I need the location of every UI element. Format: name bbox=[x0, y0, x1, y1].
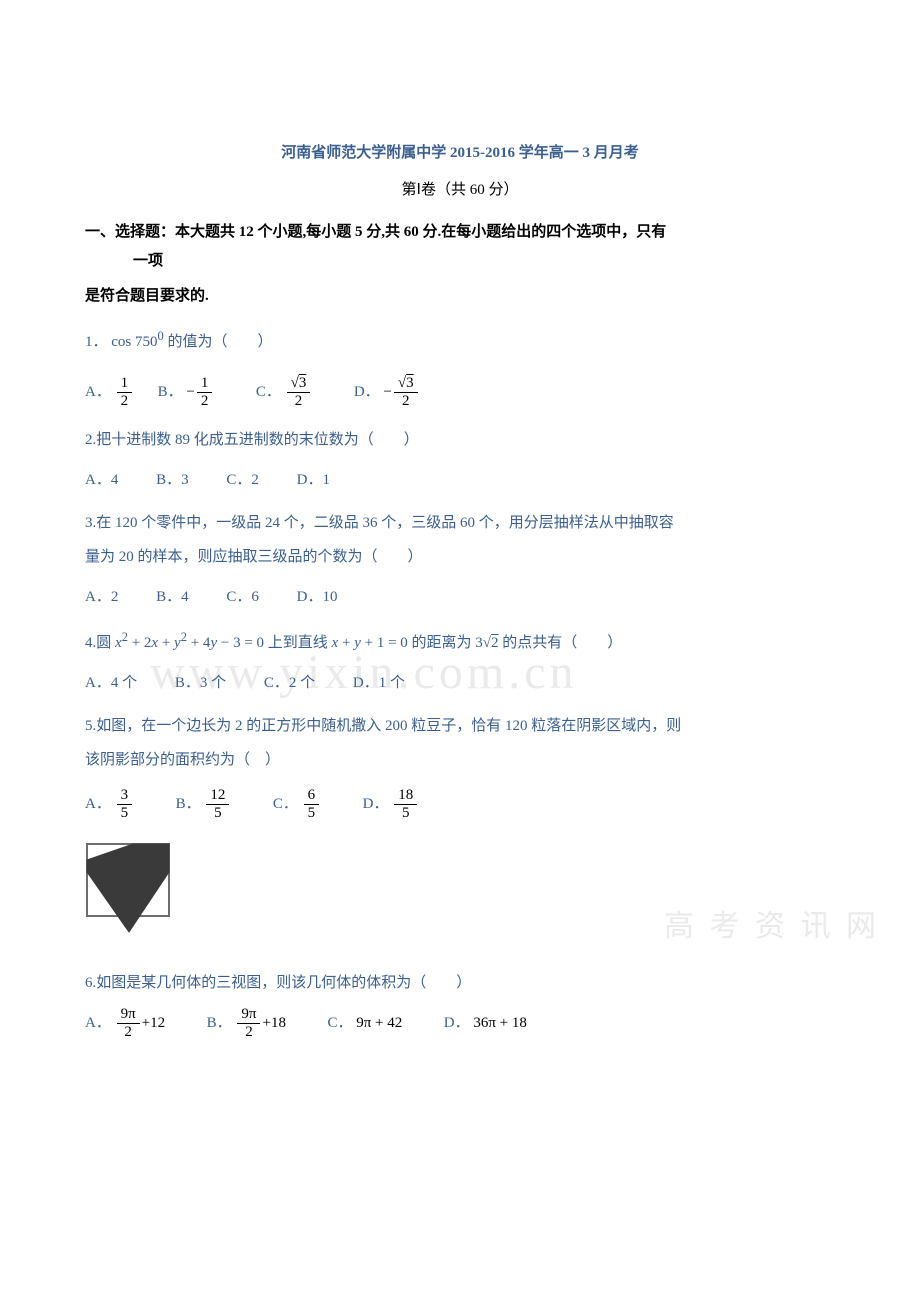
q1-B-minus: − bbox=[186, 384, 194, 400]
q6-B-frac: 9π2 bbox=[237, 1006, 260, 1042]
q5-D-frac: 185 bbox=[394, 787, 417, 823]
q4-C: C．2 个 bbox=[264, 675, 315, 691]
page-subtitle: 第Ⅰ卷（共 60 分） bbox=[85, 177, 835, 204]
q6-D-expr: 36π + 18 bbox=[473, 1015, 527, 1031]
question-2: 2.把十进制数 89 化成五进制数的末位数为（ ） bbox=[85, 425, 835, 455]
q4-options: A．4 个 B．3 个 C．2 个 D．1 个 bbox=[85, 670, 835, 697]
q1-D-minus: − bbox=[383, 384, 391, 400]
q1-D-label: D． bbox=[354, 384, 380, 400]
q4-A: A．4 个 bbox=[85, 675, 137, 691]
q5-D-label: D． bbox=[363, 796, 389, 812]
section-intro-l2: 是符合题目要求的. bbox=[85, 283, 835, 310]
section-intro-indent: 一项 bbox=[85, 247, 835, 276]
q5-figure-shade bbox=[87, 844, 169, 932]
q2-D: D．1 bbox=[297, 472, 330, 488]
q6-A-frac: 9π2 bbox=[117, 1006, 140, 1042]
question-1: 1． cos 7500 的值为（ ） bbox=[85, 324, 835, 357]
q2-options: A．4 B．3 C．2 D．1 bbox=[85, 467, 835, 494]
q5-B-label: B． bbox=[176, 796, 201, 812]
q4-eq1: x bbox=[115, 635, 122, 651]
q5-figure bbox=[85, 842, 835, 944]
q1-C-frac: √32 bbox=[287, 375, 311, 411]
content: 河南省师范大学附属中学 2015-2016 学年高一 3 月月考 第Ⅰ卷（共 6… bbox=[85, 140, 835, 1042]
q1-B-frac: 12 bbox=[197, 375, 213, 411]
q5-A-frac: 35 bbox=[117, 787, 133, 823]
q3-C: C．6 bbox=[226, 589, 259, 605]
q4-B: B．3 个 bbox=[175, 675, 226, 691]
q1-A-frac: 12 bbox=[117, 375, 133, 411]
question-3-l2: 量为 20 的样本，则应抽取三级品的个数为（ ） bbox=[85, 542, 835, 572]
q3-A: A．2 bbox=[85, 589, 118, 605]
q1-B-label: B． bbox=[158, 384, 183, 400]
question-5-l1: 5.如图，在一个边长为 2 的正方形中随机撒入 200 粒豆子，恰有 120 粒… bbox=[85, 711, 835, 741]
q2-C: C．2 bbox=[226, 472, 259, 488]
q6-D-label: D． bbox=[444, 1015, 470, 1031]
q2-B: B．3 bbox=[156, 472, 189, 488]
q6-B-label: B． bbox=[207, 1015, 232, 1031]
q4-mid1: 上到直线 bbox=[268, 635, 332, 651]
q6-A-post: +12 bbox=[142, 1015, 165, 1031]
q5-A-label: A． bbox=[85, 796, 111, 812]
q5-C-frac: 65 bbox=[304, 787, 320, 823]
q1-expr: cos 7500 bbox=[111, 334, 164, 350]
q6-C-label: C． bbox=[327, 1015, 352, 1031]
q4-D: D．1 个 bbox=[353, 675, 405, 691]
question-5-l2: 该阴影部分的面积约为（ ） bbox=[85, 745, 835, 775]
section-intro-l1: 一、选择题：本大题共 12 个小题,每小题 5 分,共 60 分.在每小题给出的… bbox=[85, 218, 835, 247]
q5-figure-svg bbox=[85, 842, 171, 934]
question-6: 6.如图是某几何体的三视图，则该几何体的体积为（ ） bbox=[85, 968, 835, 998]
q1-tail: 的值为（ ） bbox=[168, 334, 273, 350]
q3-B: B．4 bbox=[156, 589, 189, 605]
q5-B-frac: 125 bbox=[206, 787, 229, 823]
q1-A-label: A． bbox=[85, 384, 111, 400]
question-3-l1: 3.在 120 个零件中，一级品 24 个，二级品 36 个，三级品 60 个，… bbox=[85, 508, 835, 538]
q6-options: A． 9π2+12 B． 9π2+18 C． 9π + 42 D． 36π + … bbox=[85, 1006, 835, 1042]
q4-pre: 4.圆 bbox=[85, 635, 115, 651]
q6-A-label: A． bbox=[85, 1015, 111, 1031]
page-title: 河南省师范大学附属中学 2015-2016 学年高一 3 月月考 bbox=[85, 140, 835, 167]
q3-D: D．10 bbox=[297, 589, 338, 605]
q1-C-label: C． bbox=[256, 384, 281, 400]
q4-mid2: 的距离为 bbox=[412, 635, 476, 651]
q1-options: A． 12 B． −12 C． √32 D． −√32 bbox=[85, 375, 835, 411]
q3-options: A．2 B．4 C．6 D．10 bbox=[85, 584, 835, 611]
q5-options: A． 35 B． 125 C． 65 D． 185 bbox=[85, 787, 835, 823]
q4-dist: 3√2 bbox=[475, 635, 498, 651]
q1-D-frac: √32 bbox=[394, 375, 418, 411]
q6-C-expr: 9π + 42 bbox=[356, 1015, 402, 1031]
q5-C-label: C． bbox=[273, 796, 298, 812]
q2-A: A．4 bbox=[85, 472, 118, 488]
question-4: 4.圆 x2 + 2x + y2 + 4y − 3 = 0 上到直线 x + y… bbox=[85, 625, 835, 658]
q6-B-post: +18 bbox=[262, 1015, 285, 1031]
q1-num: 1． bbox=[85, 334, 108, 350]
q4-post: 的点共有（ ） bbox=[502, 635, 622, 651]
